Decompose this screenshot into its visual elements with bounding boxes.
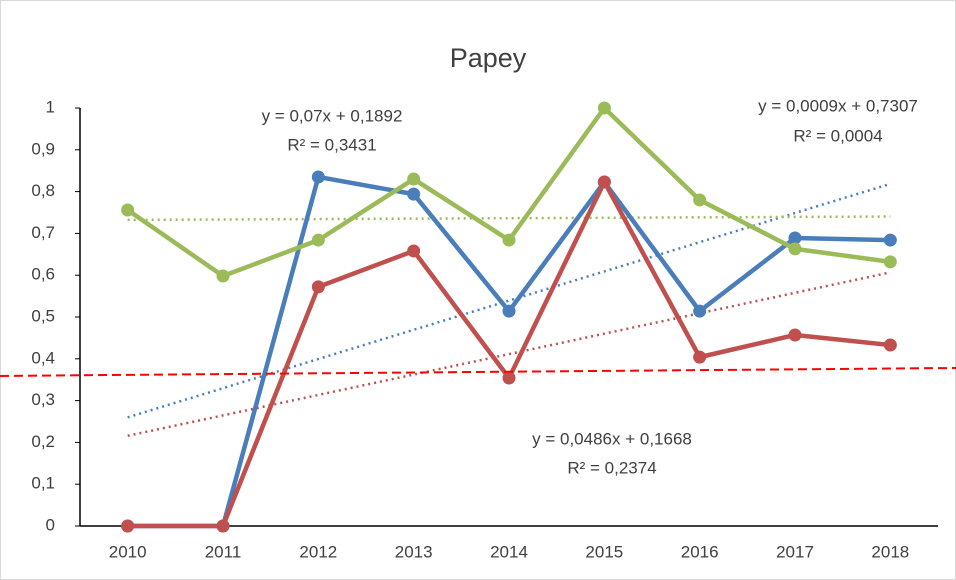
y-tick-label: 0,6 <box>31 265 55 284</box>
data-point <box>597 175 611 189</box>
chart-title: Papey <box>450 43 527 73</box>
y-tick-label: 0,8 <box>31 181 55 200</box>
data-point <box>883 255 897 269</box>
y-tick-label: 0,5 <box>31 306 55 325</box>
trendline <box>127 271 891 438</box>
data-point <box>502 371 516 385</box>
x-tick-label: 2015 <box>585 542 623 561</box>
y-tick-label: 0,3 <box>31 390 55 409</box>
annotation: R² = 0,0004 <box>793 126 882 145</box>
data-point <box>216 269 230 283</box>
x-tick-label: 2013 <box>395 542 433 561</box>
trendline <box>127 215 891 222</box>
annotation: R² = 0,2374 <box>567 458 656 477</box>
annotation: y = 0,07x + 0,1892 <box>262 106 403 125</box>
x-tick-label: 2018 <box>871 542 909 561</box>
data-point <box>597 101 611 115</box>
y-tick-label: 1 <box>46 97 55 116</box>
data-point <box>502 233 516 247</box>
x-tick-label: 2011 <box>205 542 242 561</box>
annotation: y = 0,0486x + 0,1668 <box>532 429 692 448</box>
data-point <box>693 304 707 318</box>
data-point <box>883 338 897 352</box>
x-tick-label: 2012 <box>299 542 337 561</box>
plot-area: 0 0,1 0,2 0,3 0,4 0,5 0,6 0,7 0,8 0,9 1 2010 2011 201… <box>0 97 956 561</box>
data-point <box>216 519 230 533</box>
x-tick-label: 2010 <box>109 542 147 561</box>
data-point <box>121 519 135 533</box>
y-tick-label: 0,9 <box>31 139 55 158</box>
trendline <box>127 182 891 419</box>
data-point <box>121 203 135 217</box>
x-tick-label: 2017 <box>776 542 814 561</box>
data-point <box>407 244 421 258</box>
data-point <box>693 193 707 207</box>
data-point <box>311 280 325 294</box>
x-tick-label: 2014 <box>490 542 528 561</box>
data-point <box>883 233 897 247</box>
reference-line <box>0 366 956 377</box>
data-point <box>311 233 325 247</box>
y-tick-label: 0,4 <box>31 348 55 367</box>
data-point <box>407 172 421 186</box>
data-point <box>788 242 802 256</box>
data-point <box>407 187 421 201</box>
data-point <box>788 328 802 342</box>
x-tick-label: 2016 <box>681 542 719 561</box>
data-point <box>788 231 802 245</box>
y-tick-label: 0,2 <box>31 432 55 451</box>
data-point <box>502 304 516 318</box>
y-tick-label: 0,1 <box>31 474 55 493</box>
data-point <box>311 170 325 184</box>
annotation: R² = 0,3431 <box>287 135 376 154</box>
data-point <box>693 350 707 364</box>
annotation: y = 0,0009x + 0,7307 <box>758 96 918 115</box>
y-tick-label: 0 <box>46 515 55 534</box>
y-tick-label: 0,7 <box>31 223 55 242</box>
